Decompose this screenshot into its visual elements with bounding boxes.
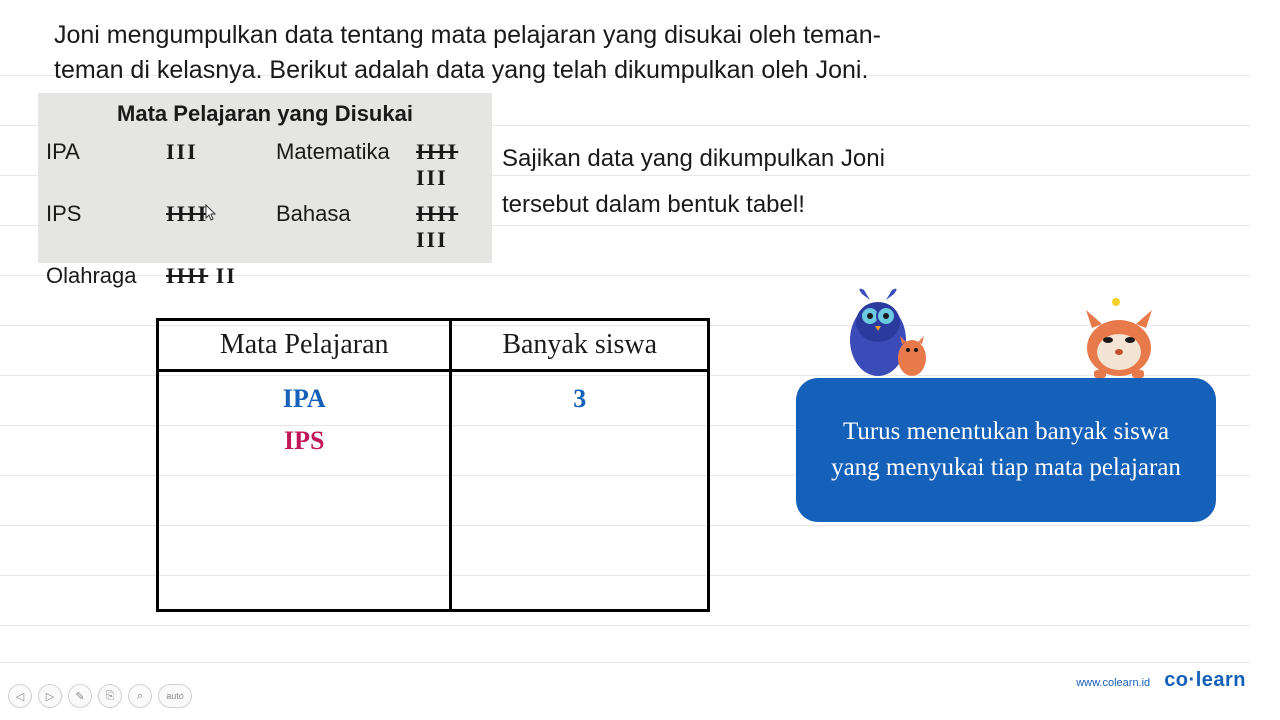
tally-marks: IIII [166, 201, 276, 253]
footer-brand: co·learn [1164, 669, 1246, 692]
player-control-button[interactable]: ▷ [38, 684, 62, 708]
problem-statement: Joni mengumpulkan data tentang mata pela… [54, 18, 934, 88]
player-control-button[interactable]: auto [158, 684, 192, 708]
subject-label: IPA [46, 139, 166, 191]
tally-marks [416, 263, 496, 289]
owl-mascot-icon [842, 280, 932, 385]
footer: www.colearn.id co·learn [1076, 669, 1246, 692]
subject-cell: IPA IPS [158, 371, 451, 611]
count-cell: 3 [451, 371, 709, 611]
tally-title: Mata Pelajaran yang Disukai [46, 101, 484, 127]
subject-label [276, 263, 416, 289]
player-control-button[interactable]: ◁ [8, 684, 32, 708]
cursor-icon [205, 204, 219, 225]
tally-marks: IIII II [166, 263, 276, 289]
subject-label: Matematika [276, 139, 416, 191]
tally-marks: III [166, 139, 276, 191]
answer-table: Mata Pelajaran Banyak siswa IPA IPS 3 [156, 318, 710, 612]
header-subject: Mata Pelajaran [158, 320, 451, 371]
subject-row: IPA [283, 384, 326, 414]
tally-grid: IPAIIIMatematikaIIII IIIIPSIIII BahasaII… [46, 139, 484, 289]
header-count: Banyak siswa [451, 320, 709, 371]
subject-label: Olahraga [46, 263, 166, 289]
fox-mascot-icon [1074, 292, 1164, 385]
player-controls: ◁▷✎⎘⌕auto [8, 684, 192, 708]
subject-label: Bahasa [276, 201, 416, 253]
player-control-button[interactable]: ⎘ [98, 684, 122, 708]
player-control-button[interactable]: ⌕ [128, 684, 152, 708]
hint-callout: Turus menentukan banyak siswa yang menyu… [796, 378, 1216, 522]
subject-label: IPS [46, 201, 166, 253]
tally-marks: IIII III [416, 201, 496, 253]
player-control-button[interactable]: ✎ [68, 684, 92, 708]
tally-table: Mata Pelajaran yang Disukai IPAIIIMatema… [38, 93, 492, 263]
instruction-text: Sajikan data yang dikumpulkan Joni terse… [502, 136, 942, 227]
footer-url: www.colearn.id [1076, 677, 1150, 689]
subject-row: IPS [284, 426, 324, 456]
count-row: 3 [573, 384, 586, 414]
tally-marks: IIII III [416, 139, 496, 191]
